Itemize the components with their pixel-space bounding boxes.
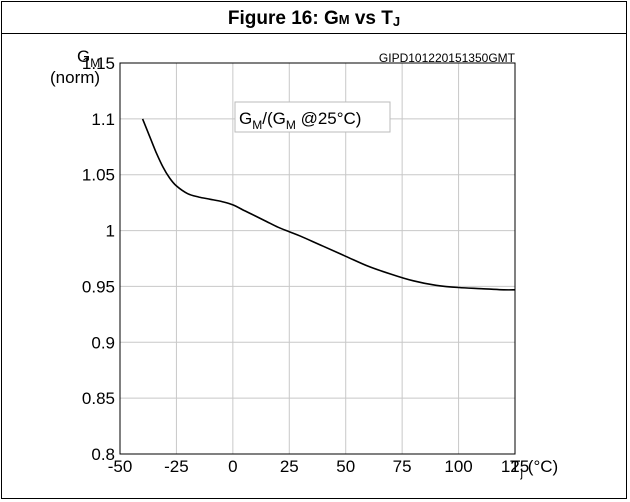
legend-part1: G	[239, 109, 252, 128]
title-prefix: Figure 16: G	[227, 8, 339, 29]
y-tick-label: 1.15	[82, 54, 115, 73]
y-label-sub: M	[90, 56, 100, 70]
y-tick-label: 0.9	[91, 333, 115, 352]
x-tick-label: 25	[280, 457, 299, 476]
y-tick-label: 1	[106, 222, 115, 241]
legend-part1-sub: M	[252, 118, 262, 132]
figure-title: Figure 16: GM vs TJ	[2, 8, 626, 30]
x-tick-label: 125	[501, 457, 529, 476]
legend-part2-sub: M	[286, 118, 296, 132]
x-tick-label: 75	[393, 457, 412, 476]
x-tick-label: 0	[228, 457, 237, 476]
x-tick-label: 50	[336, 457, 355, 476]
x-tick-label: 100	[444, 457, 472, 476]
x-label-main: T	[510, 457, 520, 476]
series-line	[141, 118, 516, 291]
y-tick-labels: 0.8 0.85 0.9 0.95 1 1.05 1.1 1.15	[82, 54, 115, 464]
x-label-unit: (°C)	[523, 457, 558, 476]
y-axis-label: GM	[77, 47, 100, 70]
legend-text: GM/(GM @25°C)	[239, 109, 361, 132]
code-label: GIPD101220151350GMT	[379, 51, 516, 65]
y-tick-label: 0.85	[82, 389, 115, 408]
title-subscript-m: M	[338, 12, 350, 27]
y-tick-label: 0.95	[82, 277, 115, 296]
y-tick-label: 0.8	[91, 445, 115, 464]
title-mid: vs T	[349, 8, 393, 29]
x-label-sub: j	[519, 466, 523, 480]
y-tick-label: 1.1	[91, 110, 115, 129]
x-axis-label: Tj (°C)	[510, 457, 558, 480]
x-tick-label: -25	[164, 457, 189, 476]
title-subscript-j: J	[392, 14, 401, 29]
legend-box: GM/(GM @25°C)	[234, 101, 391, 133]
legend-part2: /(G	[262, 109, 286, 128]
legend-frame	[234, 101, 391, 133]
x-tick-label: -50	[108, 457, 133, 476]
y-label-main: G	[77, 47, 90, 66]
y-tick-label: 1.05	[82, 166, 115, 185]
legend-part3: @25°C)	[296, 109, 362, 128]
plot-border	[119, 62, 516, 455]
y-axis-unit: (norm)	[50, 68, 100, 87]
title-bar: Figure 16: GM vs TJ	[2, 2, 626, 34]
x-tick-labels: -50 -25 0 25 50 75 100 125	[108, 457, 529, 476]
